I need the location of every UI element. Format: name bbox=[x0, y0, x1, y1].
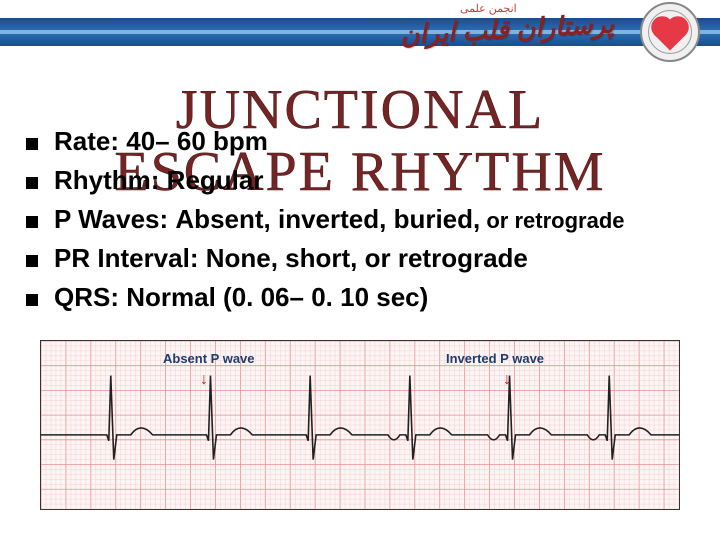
bullet-value: Absent, inverted, buried, bbox=[175, 204, 480, 234]
bullet-label: Rate: bbox=[54, 126, 119, 156]
down-arrow-icon: ↓ bbox=[200, 371, 208, 389]
bullet-label: Rhythm: bbox=[54, 165, 159, 195]
logo-left-main: پرستاران قلب ایران bbox=[399, 8, 614, 50]
bullet-label: QRS: bbox=[54, 282, 119, 312]
bullet-value: None, short, or retrograde bbox=[206, 243, 528, 273]
bullet-icon bbox=[26, 294, 38, 306]
bullet-label: PR Interval: bbox=[54, 243, 199, 273]
bullet-list: Rate: 40– 60 bpm Rhythm: Regular P Waves… bbox=[26, 124, 706, 319]
bullet-trail: or retrograde bbox=[480, 208, 624, 233]
list-item: P Waves: Absent, inverted, buried, or re… bbox=[26, 202, 706, 237]
bullet-icon bbox=[26, 138, 38, 150]
logo-right bbox=[640, 2, 700, 62]
ecg-strip: Absent P wave Inverted P wave ↓ ↓ bbox=[40, 340, 680, 510]
heart-icon bbox=[654, 19, 685, 50]
bullet-value: Regular bbox=[167, 165, 264, 195]
bullet-value: 40– 60 bpm bbox=[126, 126, 268, 156]
bullet-icon bbox=[26, 255, 38, 267]
down-arrow-icon: ↓ bbox=[503, 371, 511, 389]
bullet-value: Normal (0. 06– 0. 10 sec) bbox=[126, 282, 428, 312]
bullet-icon bbox=[26, 177, 38, 189]
bullet-text: PR Interval: None, short, or retrograde bbox=[54, 241, 528, 276]
list-item: PR Interval: None, short, or retrograde bbox=[26, 241, 706, 276]
bullet-text: P Waves: Absent, inverted, buried, or re… bbox=[54, 202, 625, 237]
header-band: انجمن علمی پرستاران قلب ایران bbox=[0, 0, 720, 65]
list-item: QRS: Normal (0. 06– 0. 10 sec) bbox=[26, 280, 706, 315]
bullet-text: QRS: Normal (0. 06– 0. 10 sec) bbox=[54, 280, 428, 315]
ecg-label-absent: Absent P wave bbox=[163, 351, 255, 366]
logo-right-inner bbox=[648, 10, 692, 54]
bullet-text: Rate: 40– 60 bpm bbox=[54, 124, 268, 159]
bullet-text: Rhythm: Regular bbox=[54, 163, 263, 198]
logo-left: انجمن علمی پرستاران قلب ایران bbox=[400, 4, 620, 59]
ecg-svg bbox=[41, 341, 679, 509]
list-item: Rhythm: Regular bbox=[26, 163, 706, 198]
bullet-label: P Waves: bbox=[54, 204, 168, 234]
ecg-label-inverted: Inverted P wave bbox=[446, 351, 544, 366]
bullet-icon bbox=[26, 216, 38, 228]
list-item: Rate: 40– 60 bpm bbox=[26, 124, 706, 159]
